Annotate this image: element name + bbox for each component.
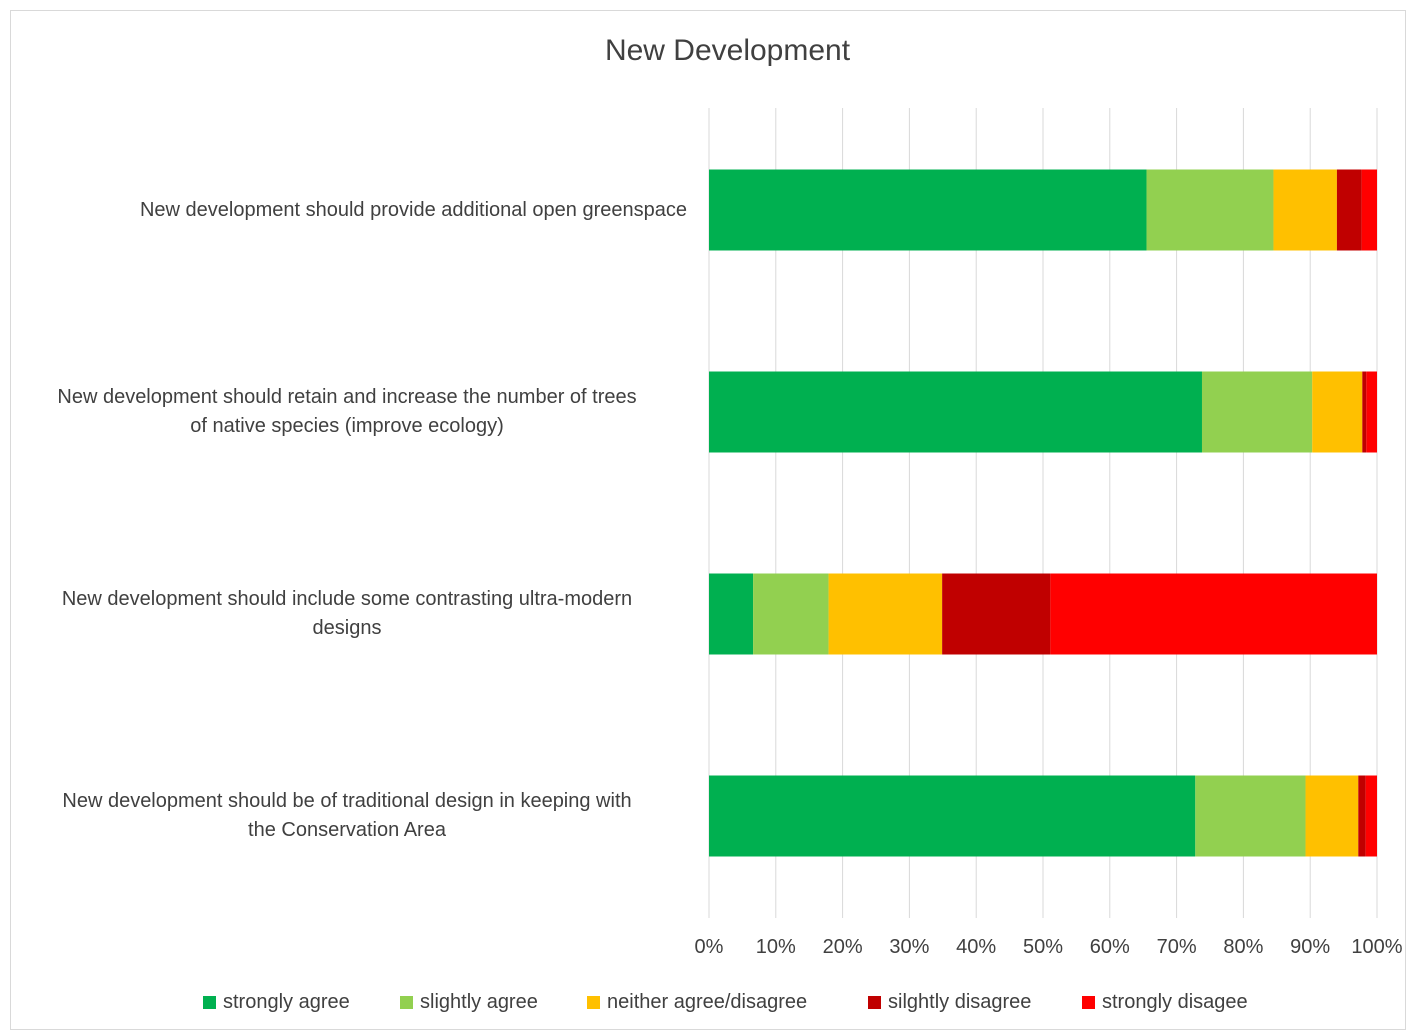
x-tick-label-2: 20% <box>822 936 863 958</box>
legend-label: strongly disagee <box>1102 990 1248 1013</box>
x-tick-label-3: 30% <box>889 936 930 958</box>
chart-title: New Development <box>604 34 851 67</box>
bar-1-series-3 <box>1273 169 1337 251</box>
x-tick-label-5: 50% <box>1022 936 1064 958</box>
x-tick-label-4: 40% <box>956 936 997 958</box>
legend-swatch <box>400 995 413 1009</box>
legend-label: strongly agree <box>223 990 350 1013</box>
bar-series <box>709 169 1377 857</box>
x-tick-label-1: 10% <box>755 936 796 958</box>
legend-swatch <box>203 995 216 1009</box>
bar-2-series-3 <box>1312 371 1363 453</box>
bar-3-series-1 <box>709 573 754 655</box>
legend: strongly agree slightly agree neither agre… <box>0 988 1408 1018</box>
bar-4-series-2 <box>1195 775 1306 857</box>
category-label-4: New development should be of traditional… <box>7 787 687 845</box>
legend-swatch <box>587 995 600 1009</box>
category-label-3: New development should include some cont… <box>7 585 687 643</box>
category-label-line: designs <box>312 617 382 639</box>
x-tick-label-0: 0% <box>694 936 724 958</box>
x-tick-label-7: 70% <box>1156 936 1197 958</box>
bar-3-series-5 <box>1050 573 1377 655</box>
legend-swatch <box>1082 995 1095 1009</box>
category-label-line: New development should be of traditional… <box>62 790 632 812</box>
legend-item-3: neither agree/disagree <box>587 988 807 1016</box>
x-tick-label-9: 90% <box>1290 936 1331 958</box>
x-tick-label-8: 80% <box>1223 936 1264 958</box>
category-label-line: of native species (improve ecology) <box>190 415 504 437</box>
bar-1-series-5 <box>1361 169 1377 251</box>
bar-4-series-1 <box>709 775 1196 857</box>
bar-1-series-1 <box>709 169 1147 251</box>
category-label-line: New development should include some cont… <box>61 588 633 610</box>
bar-1-series-4 <box>1336 169 1362 251</box>
bar-2-series-5 <box>1366 371 1377 453</box>
legend-item-2: slightly agree <box>400 988 538 1016</box>
category-label-2: New development should retain and increa… <box>7 383 687 441</box>
bar-1-series-2 <box>1146 169 1274 251</box>
category-label-line: New development should retain and increa… <box>57 386 637 408</box>
category-label-line: New development should provide additiona… <box>139 198 687 221</box>
x-tick-label-10: 100% <box>1351 936 1403 958</box>
bar-3-series-4 <box>942 573 1051 655</box>
category-label-1: New development should provide additiona… <box>7 196 687 225</box>
bar-3-series-3 <box>828 573 943 655</box>
legend-item-4: silghtly disagree <box>868 988 1031 1016</box>
bar-2-series-2 <box>1201 371 1313 453</box>
x-tick-label-6: 60% <box>1089 936 1130 958</box>
bar-4-series-5 <box>1365 775 1377 857</box>
legend-item-5: strongly disagee <box>1082 988 1248 1016</box>
bar-2-series-1 <box>709 371 1202 453</box>
legend-item-1: strongly agree <box>203 988 350 1016</box>
bar-2-series-4 <box>1362 371 1367 453</box>
bar-4-series-3 <box>1305 775 1359 857</box>
bar-3-series-2 <box>753 573 829 655</box>
legend-label: slightly agree <box>420 990 538 1013</box>
bar-4-series-4 <box>1358 775 1366 857</box>
legend-label: silghtly disagree <box>888 990 1032 1013</box>
legend-label: neither agree/disagree <box>607 990 808 1013</box>
legend-swatch <box>868 995 881 1009</box>
category-label-line: the Conservation Area <box>248 819 446 841</box>
